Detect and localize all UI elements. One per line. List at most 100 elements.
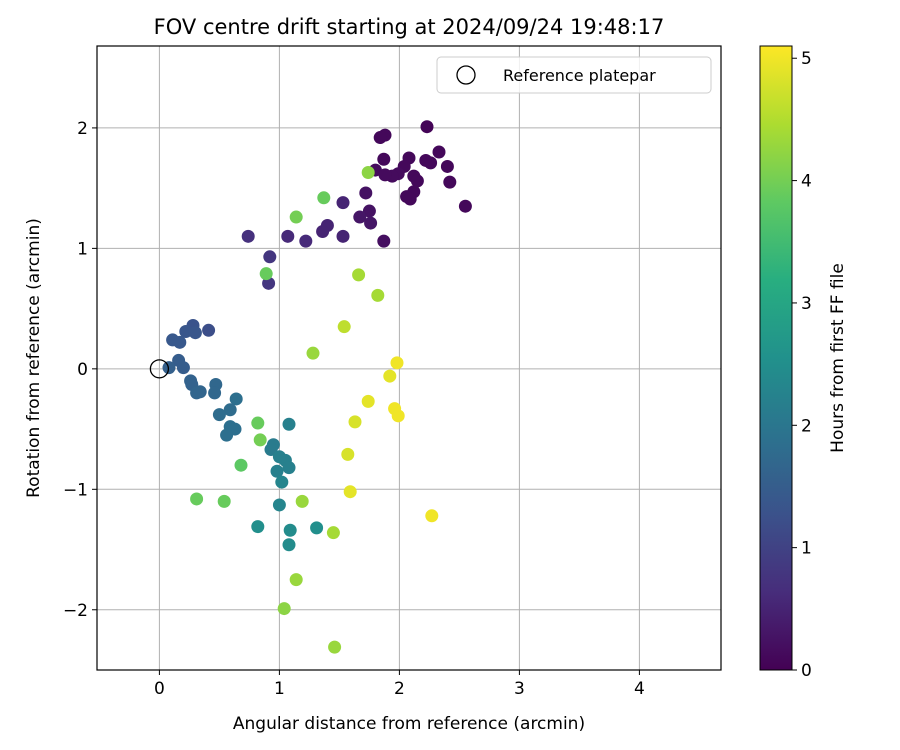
- data-point: [173, 335, 187, 349]
- data-point: [341, 447, 355, 461]
- chart-title: FOV centre drift starting at 2024/09/24 …: [154, 15, 665, 39]
- data-point: [251, 520, 265, 534]
- data-point: [410, 174, 424, 188]
- data-point: [336, 229, 350, 243]
- y-tick-label: 1: [77, 239, 88, 259]
- data-point: [272, 498, 286, 512]
- data-point: [263, 250, 277, 264]
- colorbar-tick-label: 5: [801, 49, 812, 69]
- colorbar-tick-label: 3: [801, 294, 812, 314]
- x-tick-label: 0: [154, 679, 165, 699]
- data-point: [281, 229, 295, 243]
- data-point: [348, 415, 362, 429]
- data-point: [176, 361, 190, 375]
- data-point: [270, 464, 284, 478]
- y-tick-label: 0: [77, 360, 88, 380]
- y-tick-label: −1: [63, 480, 88, 500]
- grid-lines: [97, 46, 721, 670]
- data-point: [378, 168, 392, 182]
- legend: Reference platepar: [436, 56, 712, 94]
- data-point: [234, 458, 248, 472]
- data-point: [306, 346, 320, 360]
- data-point: [432, 145, 446, 159]
- data-point: [223, 403, 237, 417]
- data-point: [390, 356, 404, 370]
- data-point: [337, 320, 351, 334]
- data-point: [193, 385, 207, 399]
- data-point: [212, 408, 226, 422]
- colorbar-gradient: [760, 46, 792, 670]
- data-point: [179, 324, 193, 338]
- data-point: [364, 216, 378, 230]
- colorbar-tick-label: 1: [801, 539, 812, 559]
- data-point: [362, 204, 376, 218]
- colorbar-tick-label: 2: [801, 416, 812, 436]
- data-point: [377, 234, 391, 248]
- y-tick-label: 2: [77, 119, 88, 139]
- x-tick-label: 4: [634, 679, 645, 699]
- reference-marker: [149, 359, 170, 379]
- data-point: [283, 523, 297, 537]
- data-point: [202, 323, 216, 337]
- data-point: [336, 196, 350, 210]
- data-point: [373, 131, 387, 145]
- y-tick-label: −2: [63, 601, 88, 621]
- data-point: [425, 509, 439, 523]
- colorbar-tick-label: 4: [801, 172, 812, 192]
- data-point: [162, 361, 176, 375]
- data-point: [217, 494, 231, 508]
- data-point: [403, 192, 417, 206]
- data-point: [424, 156, 438, 170]
- plot-frame: [96, 45, 722, 671]
- data-point: [208, 386, 222, 400]
- data-point: [343, 485, 357, 499]
- data-points: [162, 120, 472, 654]
- data-point: [361, 165, 375, 179]
- reference-point-marker: [149, 359, 170, 379]
- data-point: [282, 417, 296, 431]
- data-point: [420, 120, 434, 134]
- colorbar: 0 1 2 3 4 5 Hours from first FF file: [759, 45, 848, 681]
- data-point: [326, 526, 340, 540]
- data-point: [220, 428, 234, 442]
- data-point: [352, 268, 366, 282]
- data-point: [317, 191, 331, 205]
- x-tick-label: 2: [394, 679, 405, 699]
- colorbar-tick-label: 0: [801, 661, 812, 681]
- colorbar-frame: [759, 45, 793, 671]
- data-point: [377, 152, 391, 166]
- data-point: [264, 443, 278, 457]
- data-point: [440, 159, 454, 173]
- legend-marker-icon: [456, 65, 476, 85]
- data-point: [289, 210, 303, 224]
- data-point: [299, 234, 313, 248]
- data-point: [383, 369, 397, 383]
- x-tick-label: 3: [514, 679, 525, 699]
- y-axis-label: Rotation from reference (arcmin): [24, 218, 44, 498]
- data-point: [353, 210, 367, 224]
- y-axis-ticks: −2 −1 0 1 2: [63, 119, 97, 621]
- data-point: [328, 640, 342, 654]
- x-axis-ticks: 0 1 2 3 4: [154, 670, 645, 699]
- data-point: [282, 461, 296, 475]
- x-axis-label: Angular distance from reference (arcmin): [233, 714, 585, 734]
- data-point: [371, 288, 385, 302]
- data-point: [316, 225, 330, 239]
- data-point: [310, 521, 324, 535]
- data-point: [188, 326, 202, 340]
- data-point: [277, 602, 291, 616]
- data-point: [458, 199, 472, 213]
- data-point: [259, 267, 273, 281]
- legend-entry-reference: Reference platepar: [503, 66, 656, 85]
- data-point: [282, 538, 296, 552]
- data-point: [253, 433, 267, 447]
- data-point: [241, 229, 255, 243]
- data-point: [361, 394, 375, 408]
- data-point: [251, 416, 265, 430]
- x-tick-label: 1: [274, 679, 285, 699]
- data-point: [359, 186, 373, 200]
- data-point: [190, 492, 204, 506]
- data-point: [229, 392, 243, 406]
- data-point: [275, 475, 289, 489]
